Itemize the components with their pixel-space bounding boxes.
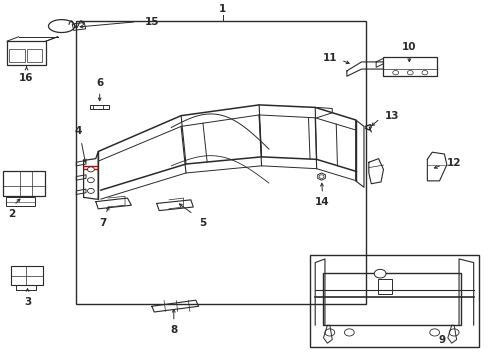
Circle shape: [87, 167, 94, 172]
Bar: [90, 104, 109, 109]
Text: 4: 4: [74, 126, 81, 136]
Bar: [76, 21, 366, 304]
Circle shape: [373, 269, 385, 278]
Bar: [322, 273, 461, 325]
Text: 2: 2: [8, 209, 15, 219]
Text: 11: 11: [322, 53, 336, 63]
Bar: [383, 57, 436, 76]
Text: 9: 9: [438, 335, 445, 345]
Polygon shape: [317, 173, 325, 180]
Circle shape: [87, 188, 94, 193]
Bar: [26, 49, 42, 62]
Text: 1: 1: [219, 4, 226, 14]
Circle shape: [325, 329, 334, 336]
Bar: [72, 22, 85, 30]
Bar: [310, 255, 478, 347]
Circle shape: [421, 71, 427, 75]
Text: 12: 12: [446, 158, 460, 168]
Bar: [7, 41, 46, 66]
Circle shape: [344, 329, 353, 336]
Circle shape: [407, 71, 412, 75]
Circle shape: [319, 175, 324, 178]
Text: 8: 8: [170, 325, 177, 335]
Text: 5: 5: [199, 218, 206, 228]
Circle shape: [392, 71, 398, 75]
Text: 15: 15: [144, 17, 159, 27]
Text: 6: 6: [96, 78, 103, 88]
Text: 16: 16: [19, 73, 34, 84]
Bar: [3, 171, 44, 196]
Bar: [377, 279, 391, 294]
Text: 3: 3: [24, 297, 31, 307]
Text: 14: 14: [315, 197, 329, 207]
Bar: [9, 49, 25, 62]
Text: 13: 13: [384, 111, 399, 121]
Bar: [5, 197, 35, 206]
Circle shape: [87, 177, 94, 183]
Text: 10: 10: [401, 42, 416, 52]
Text: 7: 7: [99, 218, 106, 228]
Bar: [11, 266, 43, 285]
Circle shape: [429, 329, 439, 336]
Circle shape: [448, 329, 458, 336]
